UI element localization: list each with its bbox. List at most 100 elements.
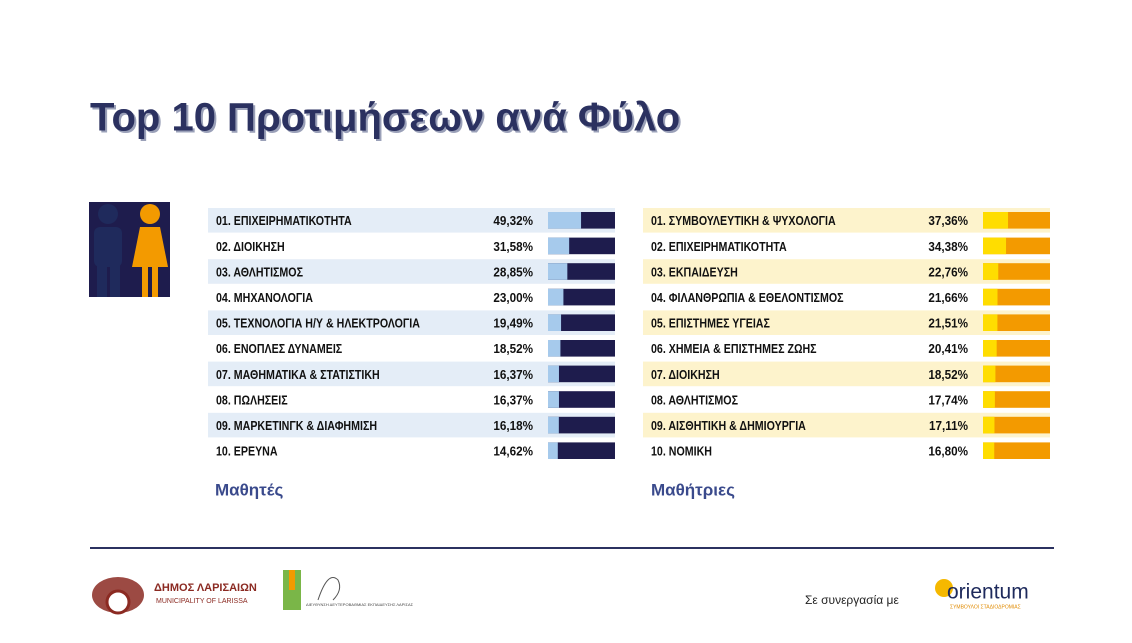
value-label: 16,37%	[493, 367, 533, 382]
bar	[983, 288, 998, 306]
bar-track	[983, 340, 1050, 357]
value-label: 22,76%	[928, 265, 968, 280]
row-background	[643, 412, 1050, 438]
panel-label: Μαθητές	[215, 480, 283, 499]
bar	[548, 288, 564, 306]
value-label: 19,49%	[493, 316, 533, 331]
value-label: 49,32%	[493, 214, 533, 229]
bar	[548, 212, 582, 229]
value-label: 16,80%	[928, 444, 968, 459]
gender-icon	[89, 202, 170, 297]
bar	[983, 263, 999, 280]
bar	[983, 391, 995, 408]
category-label: 07. ΔΙΟΙΚΗΣΗ	[651, 367, 720, 382]
bar-track	[983, 442, 1050, 459]
value-label: 23,00%	[493, 290, 533, 305]
value-label: 16,37%	[493, 393, 533, 408]
value-label: 18,52%	[928, 367, 968, 382]
title-shadow: Top 10 Προτιμήσεων ανά Φύλο	[92, 98, 682, 142]
partner-name: orientum	[947, 581, 1029, 604]
row-background	[643, 259, 1050, 284]
value-label: 21,51%	[928, 316, 968, 331]
bar	[983, 442, 995, 459]
bar-track	[548, 314, 615, 331]
bar-track	[548, 365, 615, 383]
bar-track	[983, 263, 1050, 280]
category-label: 10. ΕΡΕΥΝΑ	[216, 444, 278, 459]
category-label: 07. ΜΑΘΗΜΑΤΙΚΑ & ΣΤΑΤΙΣΤΙΚΗ	[216, 367, 380, 382]
category-label: 09. ΑΙΣΘΗΤΙΚΗ & ΔΗΜΙΟΥΡΓΙΑ	[651, 418, 806, 433]
value-label: 28,85%	[493, 265, 533, 280]
directorate-logo: ΔΙΕΥΘΥΝΣΗ ΔΕΥΤΕΡΟΒΑΘΜΙΑΣ ΕΚΠΑΙΔΕΥΣΗΣ ΛΑΡ…	[283, 570, 414, 610]
bar	[983, 237, 1007, 255]
value-label: 17,11%	[929, 418, 968, 433]
partner-logo: orientum ΣΥΜΒΟΥΛΟΙ ΣΤΑΔΙΟΔΡΟΜΙΑΣ	[935, 579, 1029, 610]
bar	[983, 314, 998, 331]
bar	[548, 365, 559, 383]
bar-track	[983, 365, 1050, 383]
value-label: 21,66%	[928, 290, 968, 305]
row-background	[208, 361, 615, 387]
bar	[983, 365, 996, 383]
category-label: 02. ΕΠΙΧΕΙΡΗΜΑΤΙΚΟΤΗΤΑ	[651, 239, 787, 254]
category-label: 04. ΜΗΧΑΝΟΛΟΓΙΑ	[216, 290, 313, 305]
bar	[548, 391, 559, 408]
category-label: 02. ΔΙΟΙΚΗΣΗ	[216, 239, 285, 254]
bar	[983, 212, 1009, 229]
row-background	[643, 361, 1050, 387]
row-background	[643, 310, 1050, 335]
bar	[983, 416, 995, 434]
partner-sub: ΣΥΜΒΟΥΛΟΙ ΣΤΑΔΙΟΔΡΟΜΙΑΣ	[950, 604, 1021, 610]
bar	[548, 237, 570, 255]
municipality-name: ΔΗΜΟΣ ΛΑΡΙΣΑΙΩΝ	[154, 582, 257, 594]
category-label: 03. ΕΚΠΑΙΔΕΥΣΗ	[651, 264, 738, 279]
bar-track	[548, 288, 615, 306]
category-label: 05. ΤΕΧΝΟΛΟΓΙΑ Η/Υ & ΗΛΕΚΤΡΟΛΟΓΙΑ	[216, 316, 420, 331]
value-label: 18,52%	[493, 342, 533, 357]
bar-track	[983, 391, 1050, 408]
category-label: 05. ΕΠΙΣΤΗΜΕΣ ΥΓΕΙΑΣ	[651, 316, 770, 331]
category-label: 04. ΦΙΛΑΝΘΡΩΠΙΑ & ΕΘΕΛΟΝΤΙΣΜΟΣ	[651, 290, 843, 305]
category-label: 03. ΑΘΛΗΤΙΣΜΟΣ	[216, 264, 303, 279]
category-label: 08. ΠΩΛΗΣΕΙΣ	[216, 392, 288, 407]
bar	[983, 340, 997, 357]
category-label: 09. ΜΑΡΚΕΤΙΝΓΚ & ΔΙΑΦΗΜΙΣΗ	[216, 418, 377, 433]
bar-track	[983, 416, 1050, 434]
row-background	[643, 208, 1050, 233]
category-label: 10. ΝΟΜΙΚΗ	[651, 444, 712, 459]
value-label: 20,41%	[928, 342, 968, 357]
value-label: 17,74%	[928, 393, 968, 408]
bar-track	[548, 340, 615, 357]
value-label: 31,58%	[493, 239, 533, 254]
value-label: 16,18%	[493, 418, 533, 433]
municipality-name-en: MUNICIPALITY OF LARISSA	[156, 598, 248, 605]
row-background	[208, 310, 615, 335]
bar-track	[983, 288, 1050, 306]
title: Top 10 Προτιμήσεων ανά Φύλο	[90, 96, 680, 140]
panel-label: Μαθήτριες	[651, 480, 735, 499]
municipality-logo: ΔΗΜΟΣ ΛΑΡΙΣΑΙΩΝ MUNICIPALITY OF LARISSA	[92, 577, 257, 615]
bar	[548, 416, 559, 434]
row-background	[208, 208, 615, 233]
value-label: 34,38%	[928, 239, 968, 254]
directorate-name: ΔΙΕΥΘΥΝΣΗ ΔΕΥΤΕΡΟΒΑΘΜΙΑΣ ΕΚΠΑΙΔΕΥΣΗΣ ΛΑΡ…	[306, 602, 414, 607]
category-label: 01. ΕΠΙΧΕΙΡΗΜΑΤΙΚΟΤΗΤΑ	[216, 213, 352, 228]
bar-track	[548, 442, 615, 459]
bar	[548, 442, 558, 459]
bar-track	[548, 416, 615, 434]
category-label: 08. ΑΘΛΗΤΙΣΜΟΣ	[651, 392, 738, 407]
partner-text: Σε συνεργασία με	[805, 593, 899, 607]
value-label: 37,36%	[928, 214, 968, 229]
category-label: 01. ΣΥΜΒΟΥΛΕΥΤΙΚΗ & ΨΥΧΟΛΟΓΙΑ	[651, 213, 836, 228]
bar-track	[548, 391, 615, 408]
bar	[548, 263, 568, 280]
row-background	[208, 412, 615, 438]
bar	[548, 314, 562, 331]
bar-track	[983, 314, 1050, 331]
category-label: 06. ΕΝΟΠΛΕΣ ΔΥΝΑΜΕΙΣ	[216, 341, 342, 356]
bar	[548, 340, 561, 357]
category-label: 06. ΧΗΜΕΙΑ & ΕΠΙΣΤΗΜΕΣ ΖΩΗΣ	[651, 341, 817, 356]
row-background	[208, 259, 615, 284]
value-label: 14,62%	[493, 444, 533, 459]
